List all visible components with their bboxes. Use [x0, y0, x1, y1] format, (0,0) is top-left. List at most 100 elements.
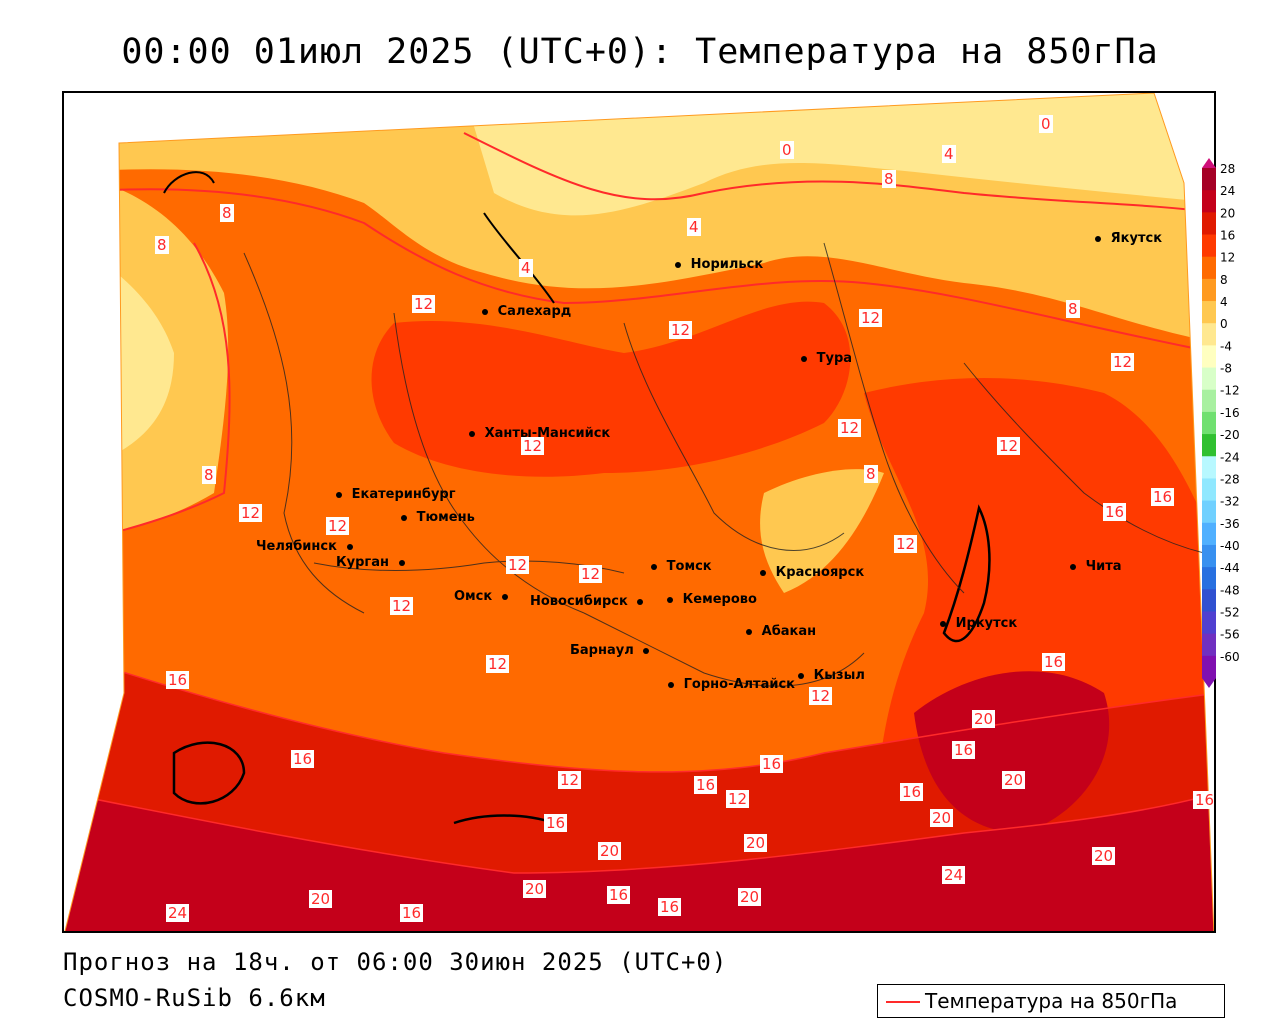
isotherm-label: 20 [1092, 847, 1116, 865]
isotherm-label: 20 [972, 710, 996, 728]
city-label: Барнаул [570, 643, 634, 658]
isotherm-label: 20 [598, 842, 622, 860]
colorbar-tick-label: -48 [1220, 583, 1240, 597]
colorbar-tick-label: -44 [1220, 561, 1240, 575]
colorbar-segment [1202, 212, 1216, 236]
city-label: Норильск [690, 257, 764, 272]
city-irkutsk: Иркутск [940, 612, 1017, 631]
temperature-map [64, 93, 1214, 931]
colorbar-segment [1202, 478, 1216, 502]
colorbar-tick-label: -36 [1220, 517, 1240, 531]
city-label: Тюмень [416, 510, 475, 525]
city-barnaul: Барнаул [570, 639, 650, 658]
isotherm-label: 12 [997, 437, 1021, 455]
isotherm-label: 12 [809, 687, 833, 705]
colorbar-tick-label: -40 [1220, 539, 1240, 553]
colorbar-segment [1202, 323, 1216, 346]
isotherm-label: 16 [900, 783, 924, 801]
city-label: Кызыл [813, 668, 865, 683]
city-label: Тура [816, 351, 853, 366]
city-label: Кемерово [682, 592, 757, 607]
isotherm-label: 12 [390, 597, 414, 615]
colorbar-segment [1202, 278, 1216, 302]
isotherm-label: 12 [726, 790, 750, 808]
isotherm-label: 12 [326, 517, 350, 535]
city-kyzyl: Кызыл [798, 664, 865, 683]
city-gorno-altaysk: Горно-Алтайск [668, 673, 795, 692]
isotherm-label: 16 [952, 741, 976, 759]
isotherm-label: 20 [930, 809, 954, 827]
city-label: Иркутск [955, 616, 1018, 631]
colorbar-segment [1202, 190, 1216, 213]
isotherm-label: 16 [291, 750, 315, 768]
isotherm-label: 8 [202, 466, 216, 484]
colorbar-segment [1202, 411, 1216, 435]
city-omsk: Омск [454, 585, 508, 604]
colorbar-tick-label: -20 [1220, 428, 1240, 442]
colorbar-segment [1202, 655, 1216, 679]
forecast-info: Прогноз на 18ч. от 06:00 30июн 2025 (UTC… [63, 948, 728, 976]
legend-label: Температура на 850гПа [925, 989, 1178, 1013]
isotherm-label: 12 [486, 655, 510, 673]
isotherm-label: 16 [1151, 488, 1175, 506]
colorbar-segment [1202, 456, 1216, 479]
map-panel: Норильск Якутск Салехард Тура Ханты-Манс… [62, 91, 1216, 933]
city-tomsk: Томск [651, 555, 712, 574]
colorbar-segment [1202, 367, 1216, 391]
colorbar-segment [1202, 234, 1216, 258]
isotherm-label: 16 [400, 904, 424, 922]
city-label: Якутск [1110, 231, 1163, 246]
colorbar-tick-label: -28 [1220, 472, 1240, 486]
isotherm-label: 16 [694, 776, 718, 794]
isotherm-label: 12 [894, 535, 918, 553]
colorbar-segment [1202, 522, 1216, 546]
colorbar-tick-label: -32 [1220, 495, 1240, 509]
isotherm-label: 12 [859, 309, 883, 327]
city-label: Екатеринбург [351, 487, 456, 502]
city-yakutsk: Якутск [1095, 227, 1162, 246]
isotherm-label: 12 [506, 556, 530, 574]
city-label: Челябинск [256, 539, 337, 554]
isotherm-label: 24 [166, 904, 190, 922]
colorbar-tick-label: 8 [1220, 273, 1228, 287]
city-label: Курган [336, 555, 389, 570]
isotherm-label: 4 [519, 259, 533, 277]
model-info: COSMO-RuSib 6.6км [63, 984, 326, 1012]
isotherm-label: 8 [1066, 300, 1080, 318]
city-abakan: Абакан [746, 620, 816, 639]
city-label: Абакан [761, 624, 817, 639]
colorbar-segment [1202, 589, 1216, 612]
city-label: Ханты-Мансийск [484, 426, 611, 441]
city-tyumen: Тюмень [401, 506, 475, 525]
isotherm-label: 16 [544, 814, 568, 832]
isotherm-label: 12 [1111, 353, 1135, 371]
colorbar-top-arrow [1202, 158, 1216, 168]
isotherm-label: 20 [1002, 771, 1026, 789]
city-novosibirsk: Новосибирск [530, 590, 644, 609]
city-kemerovo: Кемерово [667, 588, 757, 607]
colorbar-segment [1202, 168, 1216, 191]
city-chita: Чита [1070, 555, 1122, 574]
isotherm-label: 16 [658, 898, 682, 916]
isotherm-label: 8 [155, 236, 169, 254]
isotherm-label: 12 [558, 771, 582, 789]
city-yekaterinburg: Екатеринбург [336, 483, 456, 502]
isotherm-label: 16 [607, 886, 631, 904]
isotherm-label: 12 [239, 504, 263, 522]
color-scale: 28 24 20 16 12 8 4 0 -4 -8 -12 -16 -20 -24 -28 -32 -36 -4… [1200, 158, 1280, 690]
colorbar-segment [1202, 301, 1216, 324]
isotherm-label: 20 [744, 834, 768, 852]
isotherm-label: 16 [1103, 503, 1127, 521]
city-label: Красноярск [775, 565, 865, 580]
colorbar-tick-label: 28 [1220, 162, 1235, 176]
legend: Температура на 850гПа [877, 984, 1225, 1018]
isotherm-label: 4 [942, 145, 956, 163]
isotherm-label: 12 [412, 295, 436, 313]
colorbar-svg: 28 24 20 16 12 8 4 0 -4 -8 -12 -16 -20 -24 -28 -32 -36 -4… [1202, 158, 1240, 688]
city-khanty-mansiysk: Ханты-Мансийск [469, 422, 610, 441]
colorbar-segment [1202, 567, 1216, 590]
colorbar-tick-label: 20 [1220, 206, 1235, 220]
isotherm-label: 8 [864, 465, 878, 483]
colorbar-tick-label: 4 [1220, 295, 1228, 309]
colorbar-tick-label: -60 [1220, 650, 1240, 664]
